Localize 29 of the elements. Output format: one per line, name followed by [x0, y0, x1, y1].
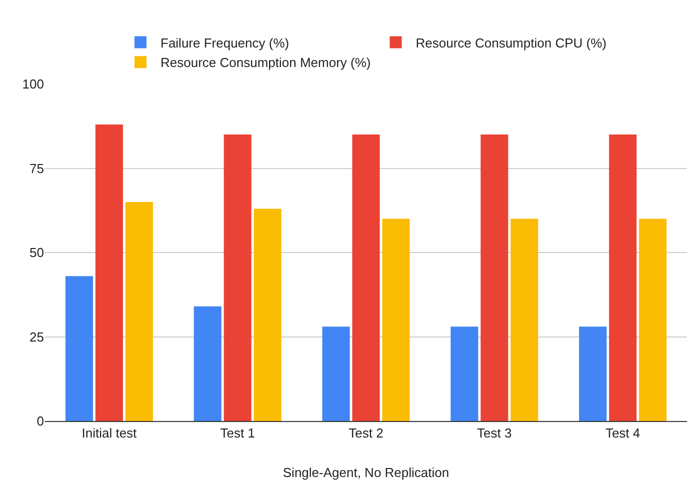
- x-axis-title: Single-Agent, No Replication: [282, 465, 450, 480]
- y-tick-label: 75: [30, 160, 44, 176]
- bar: [95, 124, 123, 421]
- bar: [125, 202, 153, 421]
- y-tick-label: 100: [22, 76, 44, 92]
- bar: [480, 134, 508, 421]
- x-tick-label: Initial test: [82, 426, 138, 441]
- x-tick-label: Test 1: [220, 426, 255, 441]
- x-tick-label: Test 3: [477, 426, 512, 441]
- bar: [638, 218, 667, 421]
- bar: [382, 218, 410, 421]
- legend-label: Failure Frequency (%): [160, 35, 290, 50]
- x-tick-label: Test 2: [348, 426, 384, 441]
- y-tick-label: 0: [36, 414, 44, 429]
- bar: [352, 134, 380, 421]
- legend-label: Resource Consumption Memory (%): [160, 55, 371, 70]
- bar: [609, 134, 637, 421]
- x-tick-label: Test 4: [605, 426, 640, 441]
- y-tick-label: 50: [30, 245, 44, 260]
- bar: [450, 326, 478, 421]
- legend-label: Resource Consumption CPU (%): [416, 35, 606, 50]
- y-tick-label: 25: [30, 329, 44, 344]
- bar: [224, 134, 252, 421]
- bar: [194, 306, 222, 421]
- bar: [254, 208, 282, 421]
- bar: [65, 276, 94, 421]
- bar: [510, 218, 538, 421]
- bar: [322, 326, 350, 421]
- bar: [579, 326, 607, 421]
